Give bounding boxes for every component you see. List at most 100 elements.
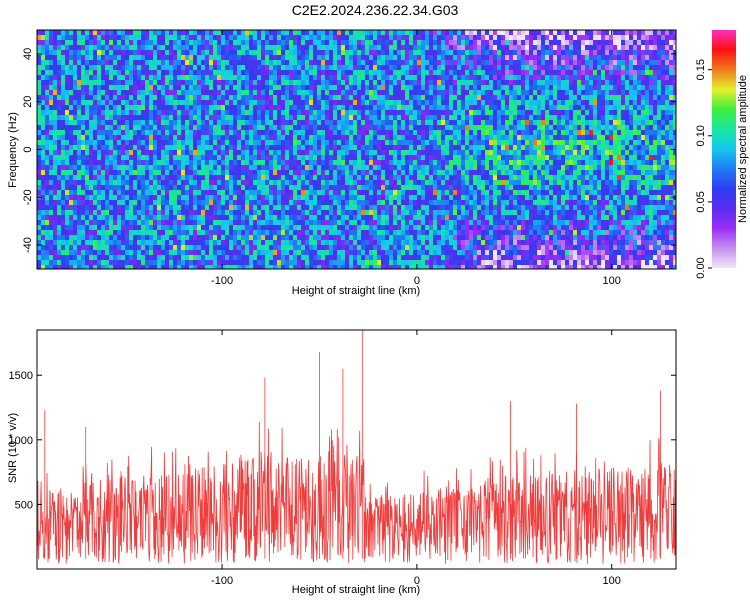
spectrogram-cell [369,55,374,61]
spectrogram-cell [213,255,218,261]
spectrogram-cell [181,170,186,176]
spectrogram-cell [301,55,306,61]
spectrogram-cell [365,95,370,101]
spectrogram-cell [209,115,214,121]
spectrogram-cell [157,150,162,156]
spectrogram-cell [357,60,362,66]
spectrogram-cell [269,210,274,216]
spectrogram-cell [313,125,318,131]
spectrogram-cell [341,90,346,96]
spectrogram-cell [273,240,278,246]
spectrogram-cell [125,65,130,71]
spectrogram-cell [281,70,286,76]
spectrogram-cell [53,85,58,91]
spectrogram-cell [373,150,378,156]
spectrogram-cell [101,245,106,251]
spectrogram-cell [81,165,86,171]
spectrogram-cell [329,250,334,256]
spectrogram-cell [381,55,386,61]
spectrogram-cell [73,200,78,206]
spectrogram-cell [149,205,154,211]
spectrogram-cell [173,230,178,236]
spectrogram-cell [89,185,94,191]
spectrogram-cell [393,245,398,251]
spectrogram-cell [273,115,278,121]
spectrogram-cell [433,35,438,41]
spectrogram-cell [421,110,426,116]
spectrogram-cell [437,180,442,186]
spectrogram-cell [261,35,266,41]
spectrogram-cell [237,210,242,216]
spectrogram-cell [417,265,422,269]
spectrogram-cell [413,255,418,261]
spectrogram-cell [141,40,146,46]
spectrogram-cell [269,50,274,56]
spectrogram-cell [289,170,294,176]
spectrogram-cell [221,180,226,186]
spectrogram-cell [385,195,390,201]
spectrogram-cell [113,135,118,141]
spectrogram-cell [317,65,322,71]
spectrogram-cell [281,50,286,56]
spectrogram-cell [357,200,362,206]
spectrogram-cell [373,45,378,51]
spectrogram-cell [121,65,126,71]
spectrogram-cell [213,90,218,96]
spectrogram-cell [361,45,366,51]
spectrogram-cell [245,45,250,51]
spectrogram-cell [317,175,322,181]
spectrogram-cell [145,40,150,46]
spectrogram-cell [161,240,166,246]
spectrogram-cell [417,160,422,166]
spectrogram-cell [125,185,130,191]
spectrogram-cell [313,160,318,166]
spectrogram-cell [365,220,370,226]
spectrogram-cell [149,120,154,126]
spectrogram-cell [293,210,298,216]
spectrogram-cell [405,190,410,196]
spectrogram-cell [61,100,66,106]
spectrogram-cell [377,190,382,196]
spectrogram-cell [301,80,306,86]
spectrogram-cell [73,105,78,111]
spectrogram-cell [369,35,374,41]
spectrogram-cell [417,55,422,61]
spectrogram-cell [313,170,318,176]
spectrogram-cell [365,30,370,36]
spectrogram-cell [393,210,398,216]
spectrogram-cell [189,190,194,196]
spectrogram-cell [269,60,274,66]
spectrogram-cell [285,230,290,236]
spectrogram-cell [401,170,406,176]
spectrogram-cell [289,240,294,246]
spectrogram-cell [137,110,142,116]
spectrogram-cell [165,100,170,106]
spectrogram-cell [397,100,402,106]
spectrogram-cell [73,50,78,56]
spectrogram-cell [85,190,90,196]
spectrogram-cell [349,180,354,186]
spectrogram-cell [125,140,130,146]
spectrogram-cell [433,205,438,211]
spectrogram-cell [253,90,258,96]
spectrogram-cell [113,255,118,261]
spectrogram-cell [277,190,282,196]
spectrogram-cell [413,220,418,226]
spectrogram-cell [89,45,94,51]
spectrogram-cell [357,85,362,91]
spectrogram-cell [97,115,102,121]
spectrogram-cell [145,125,150,131]
spectrogram-cell [101,185,106,191]
spectrogram-cell [369,125,374,131]
spectrogram-cell [253,185,258,191]
spectrogram-cell [57,240,62,246]
spectrogram-cell [177,55,182,61]
spectrogram-cell [269,75,274,81]
spectrogram-cell [277,90,282,96]
spectrogram-cell [129,180,134,186]
spectrogram-cell [161,135,166,141]
spectrogram-cell [129,55,134,61]
spectrogram-cell [353,135,358,141]
spectrogram-cell [293,155,298,161]
spectrogram-cell [249,55,254,61]
